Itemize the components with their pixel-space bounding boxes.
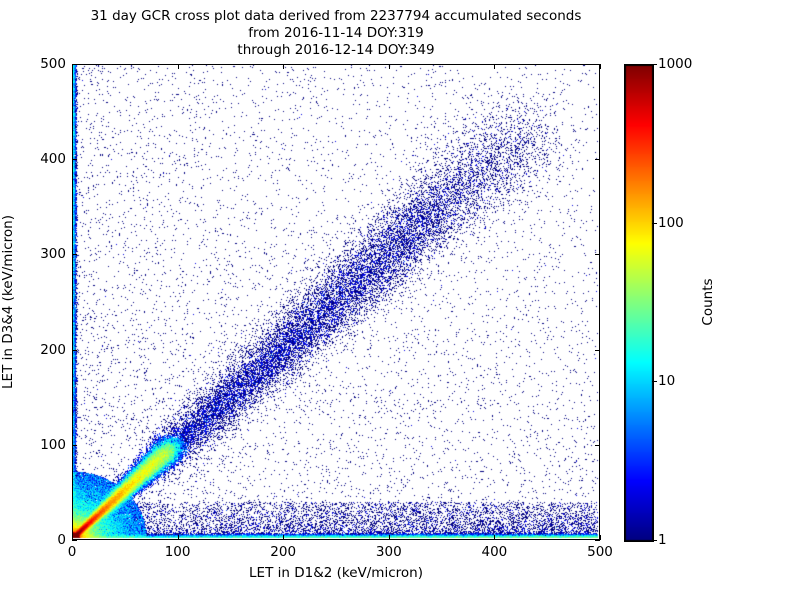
- x-tick-mark: [494, 535, 496, 540]
- x-tick-label: 200: [270, 544, 297, 560]
- chart-title-line-1: 31 day GCR cross plot data derived from …: [90, 8, 582, 24]
- x-tick-mark: [283, 64, 285, 69]
- colorbar-gradient: [624, 64, 654, 542]
- colorbar-tick-label: 10: [658, 373, 676, 390]
- colorbar-tick-mark: [652, 222, 657, 224]
- y-tick-mark: [72, 159, 77, 161]
- y-axis-label: LET in D3&4 (keV/micron): [0, 215, 16, 389]
- x-tick-label: 300: [375, 544, 402, 560]
- y-tick-mark: [595, 159, 600, 161]
- x-tick-mark: [600, 535, 601, 540]
- y-tick-label: 0: [57, 532, 66, 548]
- x-tick-label: 500: [587, 544, 613, 560]
- x-tick-mark: [283, 535, 285, 540]
- y-tick-label: 500: [40, 56, 66, 72]
- y-tick-label: 400: [40, 151, 66, 168]
- y-tick-mark: [72, 254, 77, 256]
- y-tick-mark: [72, 444, 77, 446]
- x-tick-mark: [388, 535, 390, 540]
- chart-title-line-3: through 2016-12-14 DOY:349: [237, 42, 435, 58]
- colorbar-tick-mark: [652, 381, 657, 383]
- x-tick-label: 100: [164, 544, 191, 560]
- y-tick-mark: [72, 64, 77, 65]
- x-tick-label: 0: [67, 544, 77, 560]
- y-tick-mark: [595, 444, 600, 446]
- colorbar-tick-label: 100: [658, 214, 684, 231]
- colorbar-tick-label: 1: [658, 532, 667, 548]
- x-axis-label: LET in D1&2 (keV/micron): [249, 565, 423, 581]
- colorbar[interactable]: [624, 64, 654, 542]
- x-tick-mark: [72, 535, 73, 540]
- colorbar-tick-mark: [652, 64, 657, 65]
- x-tick-mark: [177, 64, 179, 69]
- y-tick-mark: [595, 254, 600, 256]
- chart-title: 31 day GCR cross plot data derived from …: [0, 8, 672, 59]
- y-tick-mark: [595, 349, 600, 351]
- density-scatter-plot: [73, 65, 599, 539]
- colorbar-title: Counts: [700, 278, 716, 326]
- y-tick-mark: [72, 540, 77, 541]
- x-tick-mark: [388, 64, 390, 69]
- y-tick-label: 100: [40, 436, 66, 453]
- chart-title-line-2: from 2016-11-14 DOY:319: [248, 25, 424, 41]
- x-tick-mark: [177, 535, 179, 540]
- y-tick-label: 200: [40, 341, 66, 358]
- x-tick-label: 400: [481, 544, 508, 560]
- x-tick-mark: [494, 64, 496, 69]
- x-tick-mark: [600, 64, 601, 69]
- x-tick-mark: [72, 64, 73, 69]
- y-tick-mark: [72, 349, 77, 351]
- colorbar-tick-label: 1000: [658, 56, 693, 72]
- plot-area[interactable]: [72, 64, 600, 540]
- colorbar-tick-mark: [652, 540, 657, 541]
- y-tick-mark: [595, 64, 600, 65]
- y-tick-mark: [595, 540, 600, 541]
- y-tick-label: 300: [40, 246, 66, 263]
